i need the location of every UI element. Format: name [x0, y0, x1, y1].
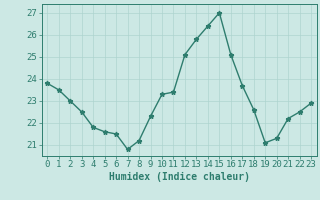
X-axis label: Humidex (Indice chaleur): Humidex (Indice chaleur) — [109, 172, 250, 182]
